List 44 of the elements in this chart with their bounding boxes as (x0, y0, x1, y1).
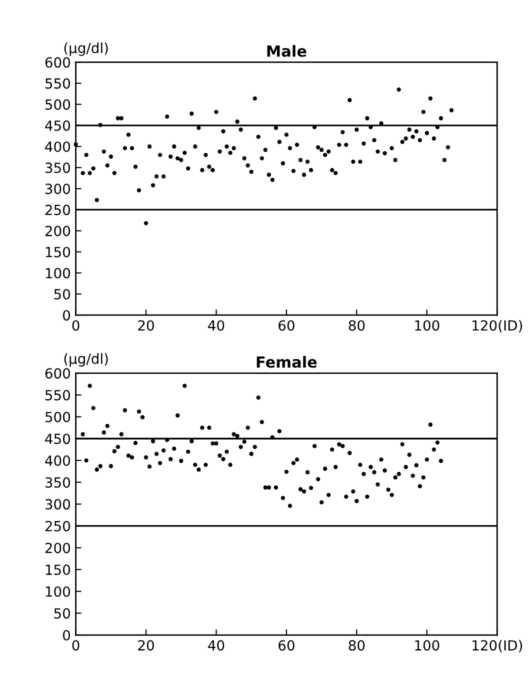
x-tick-label: 100 (415, 640, 440, 651)
y-tick-label: 150 (46, 564, 70, 576)
y-tick-label: 300 (45, 499, 70, 510)
y-tick-label: 350 (45, 477, 70, 488)
y-axis-title: (µg/dl) (64, 42, 108, 56)
y-tick-label: 500 (45, 99, 70, 110)
x-tick-label: 0 (72, 320, 80, 331)
x-tick-label: 120(ID) (472, 320, 522, 332)
y-tick-label: 550 (45, 390, 70, 400)
x-tick-label: 100 (415, 320, 440, 331)
chart-title: Female (256, 356, 317, 368)
x-tick-label: 80 (348, 640, 365, 651)
chart-title: Male (267, 45, 306, 57)
y-tick-label: 50 (54, 288, 70, 300)
y-tick-label: 50 (54, 608, 70, 619)
y-tick-label: 550 (45, 78, 70, 89)
x-tick-label: 0 (72, 640, 80, 651)
x-tick-label: 20 (138, 640, 154, 651)
y-tick-label: 200 (45, 542, 70, 554)
y-tick-label: 100 (46, 268, 70, 278)
y-tick-label: 250 (45, 520, 70, 532)
x-tick-label: 60 (278, 320, 294, 331)
x-tick-label: 40 (208, 640, 224, 651)
y-tick-label: 450 (45, 434, 70, 444)
y-tick-label: 150 (46, 246, 70, 258)
x-tick-label: 60 (278, 640, 294, 651)
x-tick-label: 80 (348, 320, 365, 331)
y-tick-label: 0 (63, 310, 70, 321)
y-tick-label: 350 (45, 162, 70, 174)
x-tick-label: 120(ID) (472, 640, 522, 652)
y-tick-label: 100 (46, 586, 70, 597)
y-tick-label: 500 (45, 412, 70, 422)
x-tick-label: 40 (208, 320, 224, 331)
y-tick-label: 300 (45, 184, 70, 194)
y-tick-label: 200 (45, 226, 70, 236)
y-tick-label: 250 (45, 204, 70, 216)
y-tick-label: 0 (63, 630, 70, 641)
y-tick-label: 400 (45, 141, 70, 152)
y-tick-label: 600 (45, 368, 70, 379)
y-axis-title: (µg/dl) (64, 353, 108, 367)
y-tick-label: 400 (45, 455, 70, 466)
y-tick-label: 450 (45, 120, 70, 131)
y-tick-label: 600 (45, 57, 70, 68)
x-tick-label: 20 (138, 320, 154, 331)
